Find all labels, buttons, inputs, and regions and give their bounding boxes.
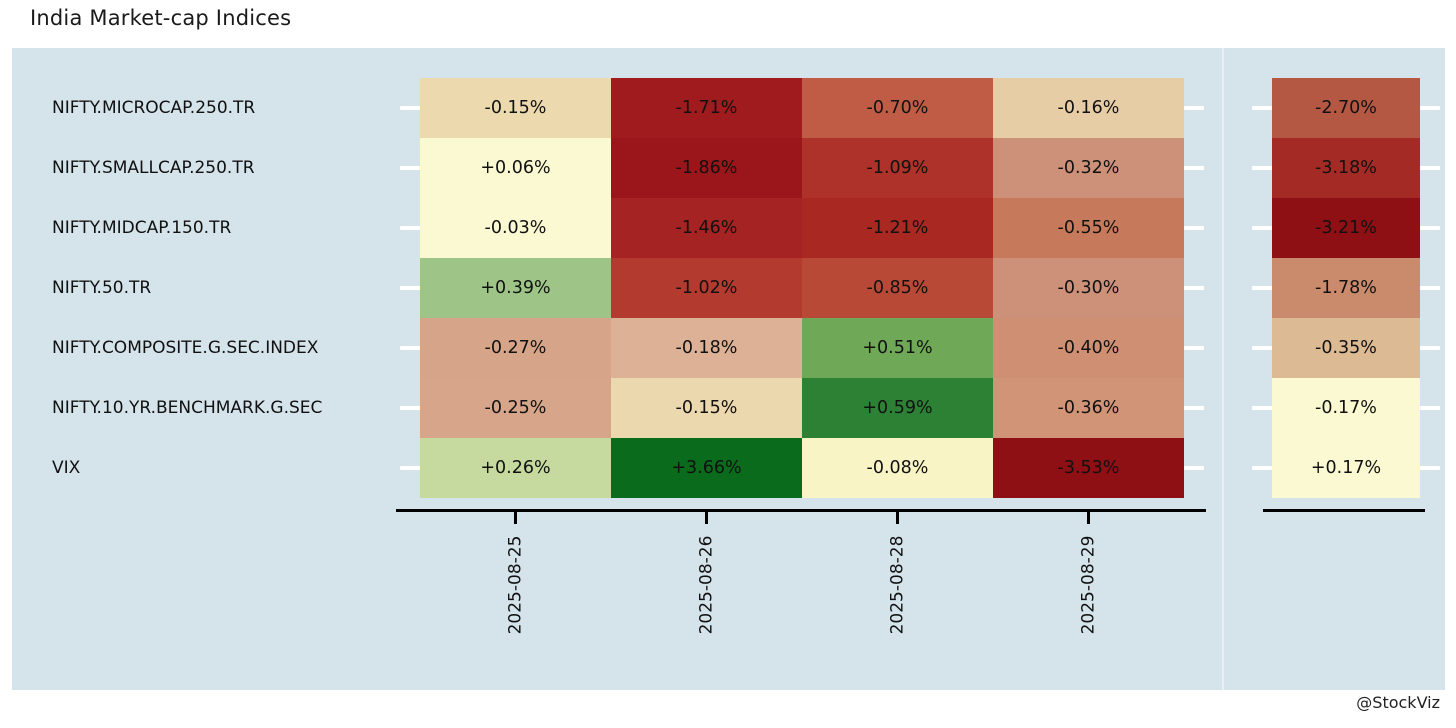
row-tick-mark [400,346,420,350]
row-tick-mark [1252,106,1272,110]
x-axis-tick [514,512,517,524]
row-tick-mark [1420,406,1440,410]
row-tick-mark [1420,346,1440,350]
heatmap-cell: -0.55% [993,198,1184,258]
summary-cell: -3.18% [1272,138,1420,198]
heatmap-cell: +3.66% [611,438,802,498]
row-tick-mark [1252,166,1272,170]
row-tick-mark [1184,226,1204,230]
row-tick-mark [1252,346,1272,350]
heatmap-cell: -0.30% [993,258,1184,318]
row-label: VIX [52,458,81,478]
date-text: 2025-08-25 [505,535,526,635]
row-tick-mark [400,226,420,230]
heatmap-cell: -0.27% [420,318,611,378]
heatmap-cell: -1.46% [611,198,802,258]
row-tick-mark [1252,406,1272,410]
row-tick-mark [1184,346,1204,350]
row-tick-mark [400,406,420,410]
summary-cell: -0.17% [1272,378,1420,438]
row-label: NIFTY.SMALLCAP.250.TR [52,158,255,178]
heatmap-cell: +0.39% [420,258,611,318]
summary-cell: -0.35% [1272,318,1420,378]
heatmap-cell: -0.70% [802,78,993,138]
heatmap-cell: +0.51% [802,318,993,378]
row-label: NIFTY.10.YR.BENCHMARK.G.SEC [52,398,323,418]
row-tick-mark [400,286,420,290]
row-label: NIFTY.MIDCAP.150.TR [52,218,232,238]
heatmap-cell: -3.53% [993,438,1184,498]
x-axis-date-label: 2025-08-28 [838,525,958,645]
x-axis-tick [896,512,899,524]
heatmap-cell: -0.15% [420,78,611,138]
row-tick-mark [1420,226,1440,230]
row-tick-mark [1252,226,1272,230]
summary-cell: -3.21% [1272,198,1420,258]
heatmap-cell: -0.03% [420,198,611,258]
row-tick-mark [1420,466,1440,470]
heatmap-cell: -0.18% [611,318,802,378]
date-text: 2025-08-28 [887,535,908,635]
heatmap-cell: -0.15% [611,378,802,438]
row-tick-mark [400,106,420,110]
date-text: 2025-08-26 [696,535,717,635]
heatmap-cell: +0.59% [802,378,993,438]
heatmap-cell: -0.85% [802,258,993,318]
heatmap-cell: -1.71% [611,78,802,138]
heatmap-cell: -0.36% [993,378,1184,438]
watermark-credit: @StockViz [1356,693,1440,712]
heatmap-cell: -0.08% [802,438,993,498]
summary-x-axis-line [1263,509,1425,512]
heatmap-cell: +0.26% [420,438,611,498]
row-tick-mark [1252,466,1272,470]
heatmap-cell: -0.16% [993,78,1184,138]
x-axis-date-label: 2025-08-25 [456,525,576,645]
row-tick-mark [1252,286,1272,290]
page-title: India Market-cap Indices [30,6,292,30]
row-tick-mark [1184,286,1204,290]
main-x-axis-line [396,509,1206,512]
summary-cell: -1.78% [1272,258,1420,318]
row-tick-mark [1184,106,1204,110]
heatmap-cell: +0.06% [420,138,611,198]
row-tick-mark [400,466,420,470]
x-axis-date-label: 2025-08-26 [647,525,767,645]
row-tick-mark [1420,106,1440,110]
subplot-divider [1222,48,1224,690]
heatmap-cell: -1.09% [802,138,993,198]
heatmap-cell: -0.32% [993,138,1184,198]
heatmap-cell: -1.02% [611,258,802,318]
row-tick-mark [1184,466,1204,470]
row-label: NIFTY.MICROCAP.250.TR [52,98,256,118]
row-tick-mark [400,166,420,170]
row-tick-mark [1184,406,1204,410]
x-axis-date-label: 2025-08-29 [1029,525,1149,645]
row-label: NIFTY.COMPOSITE.G.SEC.INDEX [52,338,319,358]
heatmap-cell: -1.21% [802,198,993,258]
summary-cell: +0.17% [1272,438,1420,498]
row-tick-mark [1420,166,1440,170]
summary-cell: -2.70% [1272,78,1420,138]
x-axis-tick [705,512,708,524]
row-tick-mark [1420,286,1440,290]
heatmap-cell: -1.86% [611,138,802,198]
heatmap-cell: -0.25% [420,378,611,438]
date-text: 2025-08-29 [1078,535,1099,635]
heatmap-cell: -0.40% [993,318,1184,378]
row-label: NIFTY.50.TR [52,278,152,298]
row-tick-mark [1184,166,1204,170]
x-axis-tick [1087,512,1090,524]
chart-panel: NIFTY.MICROCAP.250.TR -0.15% -1.71% -0.70% -… [12,48,1445,690]
